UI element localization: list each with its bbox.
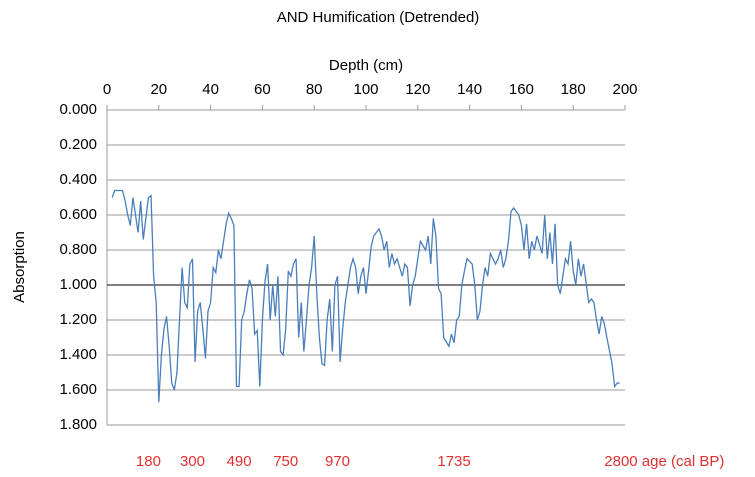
x-tick-label: 40	[202, 81, 219, 98]
y-tick-label: 0.400	[59, 171, 97, 188]
x-tick-label: 200	[612, 81, 637, 98]
age-annotation: 970	[325, 453, 350, 470]
y-tick-label: 0.800	[59, 241, 97, 258]
x-tick-label: 80	[306, 81, 323, 98]
data-line	[111, 189, 620, 403]
y-tick-label: 0.200	[59, 136, 97, 153]
age-annotation: 300	[180, 453, 205, 470]
y-tick-label: 0.600	[59, 206, 97, 223]
age-annotation: 2800 age (cal BP)	[604, 453, 724, 470]
y-tick-label: 1.200	[59, 311, 97, 328]
y-tick-label: 1.800	[59, 416, 97, 433]
x-axis-title: Depth (cm)	[329, 57, 403, 74]
chart-title: AND Humification (Detrended)	[277, 9, 480, 26]
x-tick-label: 140	[457, 81, 482, 98]
x-tick-label: 160	[509, 81, 534, 98]
x-tick-label: 20	[150, 81, 167, 98]
x-tick-label: 0	[103, 81, 111, 98]
y-tick-label: 0.000	[59, 101, 97, 118]
x-tick-label: 180	[561, 81, 586, 98]
x-tick-label: 60	[254, 81, 271, 98]
y-tick-label: 1.400	[59, 346, 97, 363]
y-tick-label: 1.600	[59, 381, 97, 398]
x-tick-label: 120	[405, 81, 430, 98]
y-tick-label: 1.000	[59, 276, 97, 293]
age-annotation: 180	[136, 453, 161, 470]
x-tick-label: 100	[353, 81, 378, 98]
age-annotation: 750	[273, 453, 298, 470]
age-annotation: 1735	[437, 453, 470, 470]
age-annotation: 490	[227, 453, 252, 470]
y-axis-title: Absorption	[11, 231, 28, 303]
